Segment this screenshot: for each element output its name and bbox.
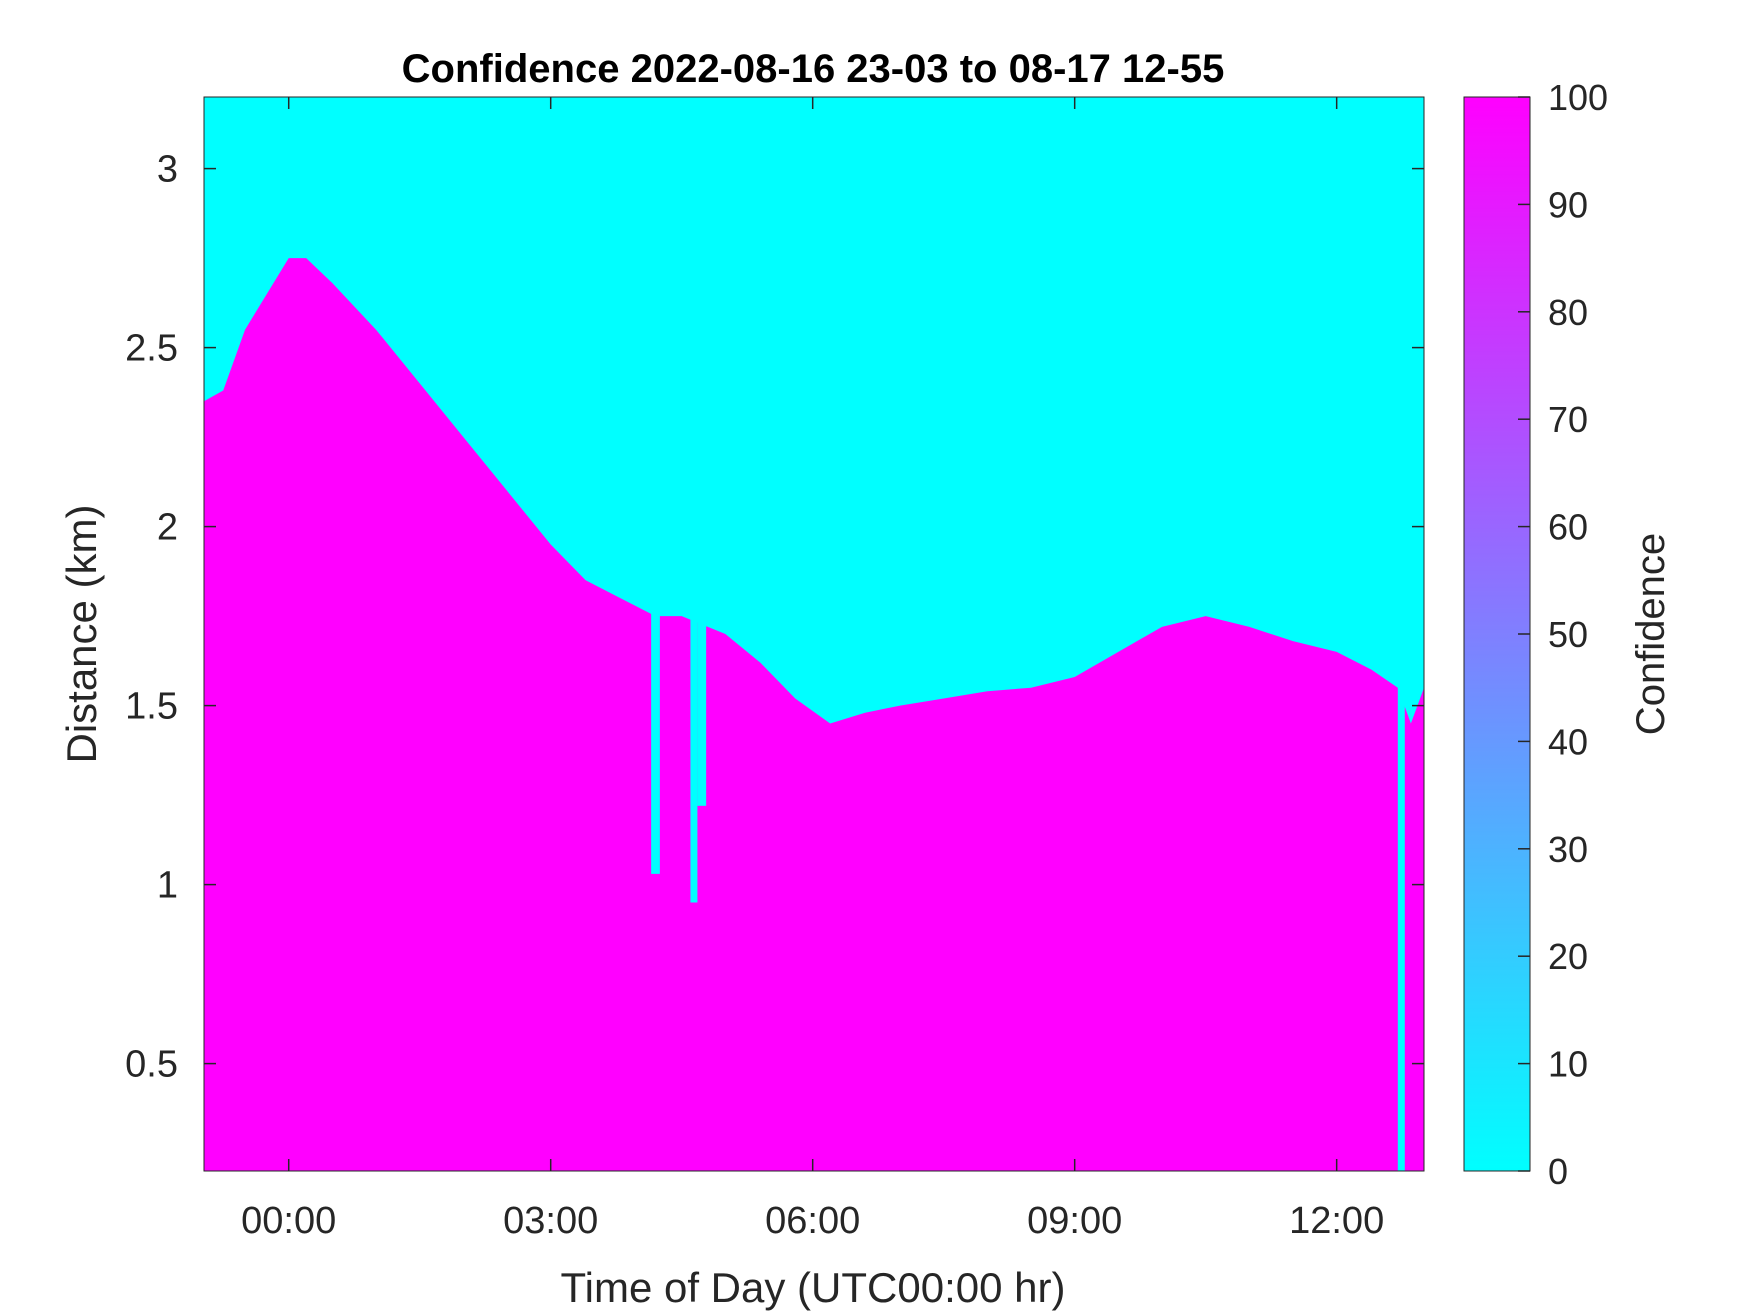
- colorbar-tick-label: 30: [1548, 829, 1588, 870]
- colorbar-ticks: 0 10 20 30 40 50 60 70 80 90 100: [1518, 77, 1608, 1192]
- colorbar-tick-label: 50: [1548, 614, 1588, 655]
- colorbar-tick-label: 100: [1548, 77, 1608, 118]
- low-confidence-notches: [651, 97, 1405, 1171]
- colorbar-tick-label: 90: [1548, 184, 1588, 225]
- low-confidence-notch: [651, 97, 660, 874]
- x-tick-label: 00:00: [241, 1200, 336, 1242]
- colorbar-tick-label: 80: [1548, 292, 1588, 333]
- y-axis: 0.5 1 1.5 2 2.5 3: [125, 149, 1424, 1086]
- x-axis: 00:00 03:00 06:00 09:00 12:00: [241, 97, 1384, 1242]
- chart-title: Confidence 2022-08-16 23-03 to 08-17 12-…: [402, 47, 1225, 91]
- colorbar-tick-label: 10: [1548, 1044, 1588, 1085]
- colorbar-tick-label: 60: [1548, 507, 1588, 548]
- x-axis-label: Time of Day (UTC00:00 hr): [561, 1264, 1066, 1311]
- y-tick-label: 2: [157, 507, 178, 549]
- x-tick-label: 06:00: [765, 1200, 860, 1242]
- y-tick-label: 1.5: [125, 686, 178, 728]
- colorbar-tick-label: 20: [1548, 936, 1588, 977]
- low-confidence-notch: [697, 97, 707, 806]
- y-tick-label: 2.5: [125, 328, 178, 370]
- x-tick-label: 03:00: [503, 1200, 598, 1242]
- y-tick-label: 0.5: [125, 1044, 178, 1086]
- y-tick-label: 3: [157, 149, 178, 191]
- high-confidence-region: [204, 258, 1424, 1171]
- low-confidence-notch: [690, 97, 698, 903]
- colorbar-label: Confidence: [1629, 533, 1673, 735]
- colorbar-tick-label: 0: [1548, 1151, 1568, 1192]
- y-axis-label: Distance (km): [58, 504, 105, 763]
- colorbar-tick-label: 40: [1548, 721, 1588, 762]
- colorbar-tick-label: 70: [1548, 399, 1588, 440]
- x-tick-label: 09:00: [1027, 1200, 1122, 1242]
- heatmap-area: [204, 97, 1424, 1171]
- plot-frame: [203, 96, 1425, 1172]
- low-confidence-notch: [1397, 97, 1405, 1171]
- y-tick-label: 1: [157, 865, 178, 907]
- x-tick-label: 12:00: [1289, 1200, 1384, 1242]
